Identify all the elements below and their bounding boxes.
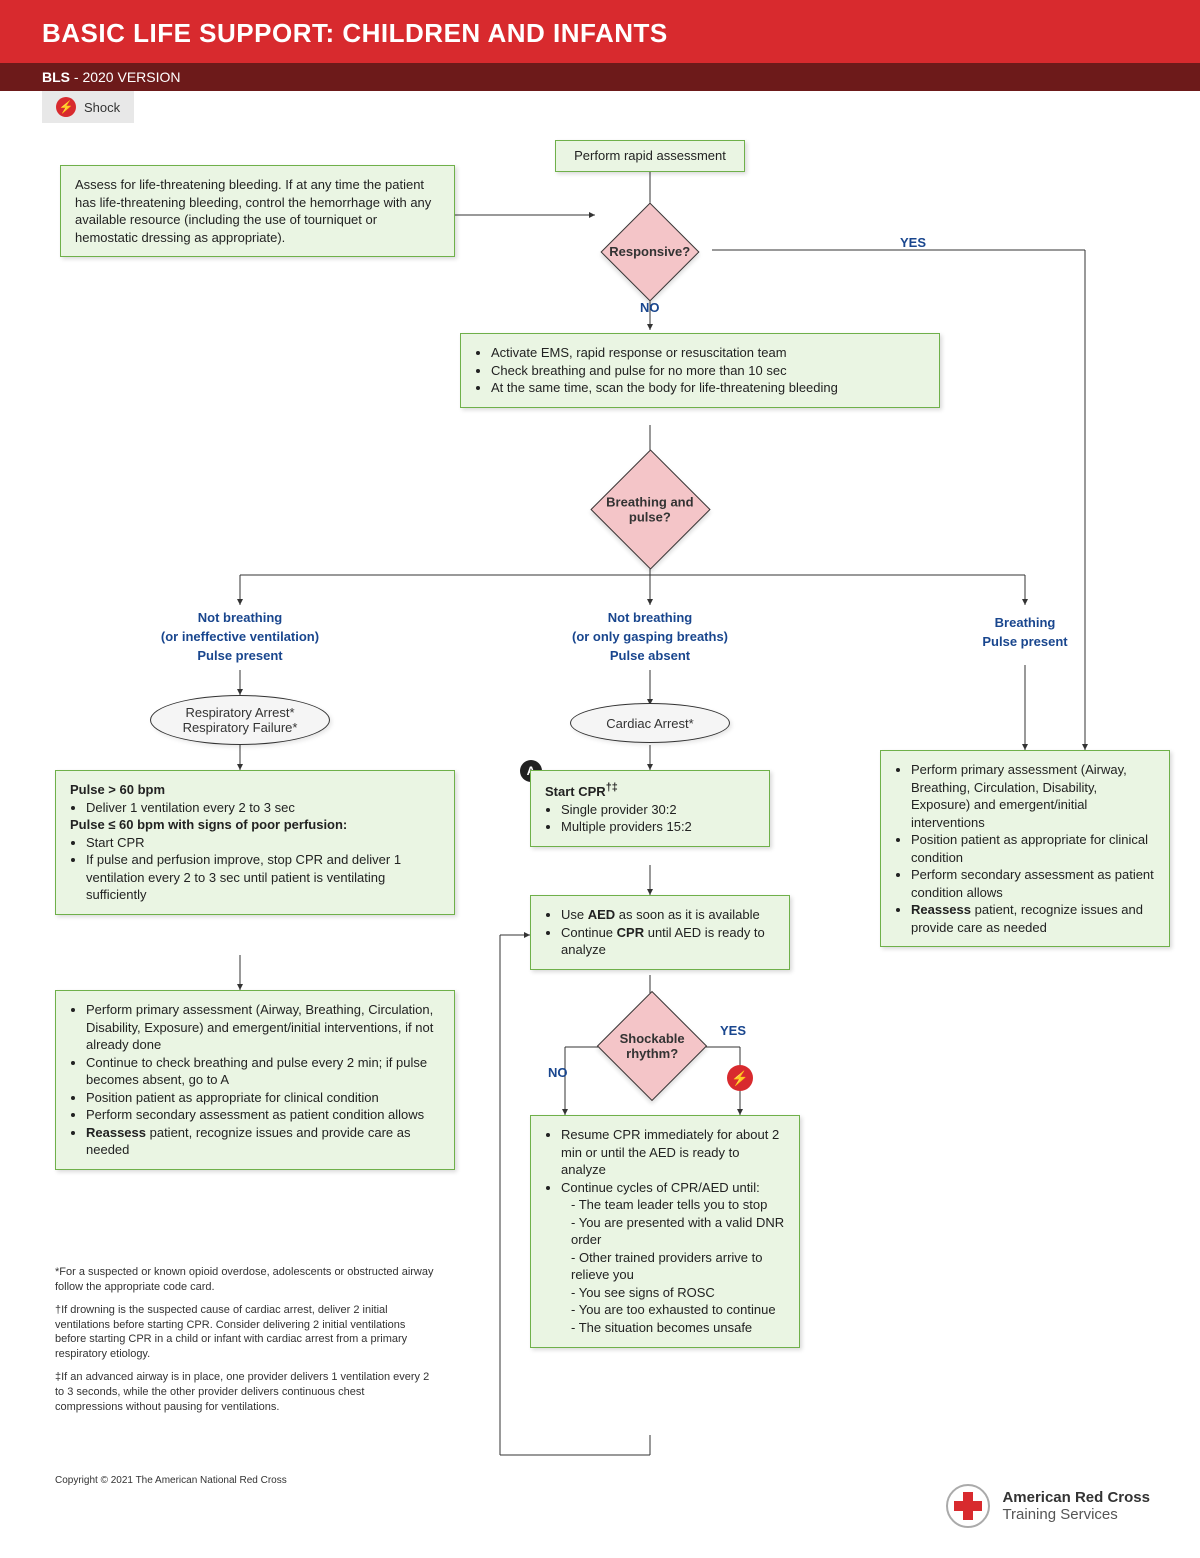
label-yes-2: YES bbox=[720, 1023, 746, 1038]
node-resume: Resume CPR immediately for about 2 min o… bbox=[530, 1115, 800, 1348]
node-ems: Activate EMS, rapid response or resuscit… bbox=[460, 333, 940, 408]
label-no: NO bbox=[640, 300, 660, 315]
footnotes: *For a suspected or known opioid overdos… bbox=[55, 1265, 435, 1423]
decision-responsive: Responsive? bbox=[601, 203, 700, 302]
decision-shockable: Shockable rhythm? bbox=[597, 991, 707, 1101]
oval-cardiac: Cardiac Arrest* bbox=[570, 703, 730, 743]
red-cross-icon bbox=[946, 1484, 990, 1528]
branch-left-label: Not breathing(or ineffective ventilation… bbox=[130, 610, 350, 665]
logo: American Red CrossTraining Services bbox=[946, 1484, 1150, 1528]
branch-mid-label: Not breathing(or only gasping breaths)Pu… bbox=[540, 610, 760, 665]
node-aed: Use AED as soon as it is availableContin… bbox=[530, 895, 790, 970]
node-start: Perform rapid assessment bbox=[555, 140, 745, 172]
label-no-2: NO bbox=[548, 1065, 568, 1080]
node-cpr: Start CPR†‡ Single provider 30:2Multiple… bbox=[530, 770, 770, 847]
node-left-assess: Perform primary assessment (Airway, Brea… bbox=[55, 990, 455, 1170]
node-assess-note: Assess for life-threatening bleeding. If… bbox=[60, 165, 455, 257]
oval-respiratory: Respiratory Arrest* Respiratory Failure* bbox=[150, 695, 330, 745]
label-yes: YES bbox=[900, 235, 926, 250]
decision-breathing: Breathing and pulse? bbox=[590, 449, 710, 569]
node-right-assess: Perform primary assessment (Airway, Brea… bbox=[880, 750, 1170, 947]
node-left-pulse: Pulse > 60 bpm Deliver 1 ventilation eve… bbox=[55, 770, 455, 915]
page-title: BASIC LIFE SUPPORT: CHILDREN AND INFANTS bbox=[0, 0, 1200, 63]
copyright: Copyright © 2021 The American National R… bbox=[55, 1475, 287, 1486]
branch-right-label: BreathingPulse present bbox=[955, 615, 1095, 651]
flowchart-canvas: Perform rapid assessment Assess for life… bbox=[0, 105, 1200, 1558]
bolt-icon-shock: ⚡ bbox=[727, 1065, 753, 1091]
subtitle: BLS - 2020 VERSION bbox=[0, 63, 1200, 91]
